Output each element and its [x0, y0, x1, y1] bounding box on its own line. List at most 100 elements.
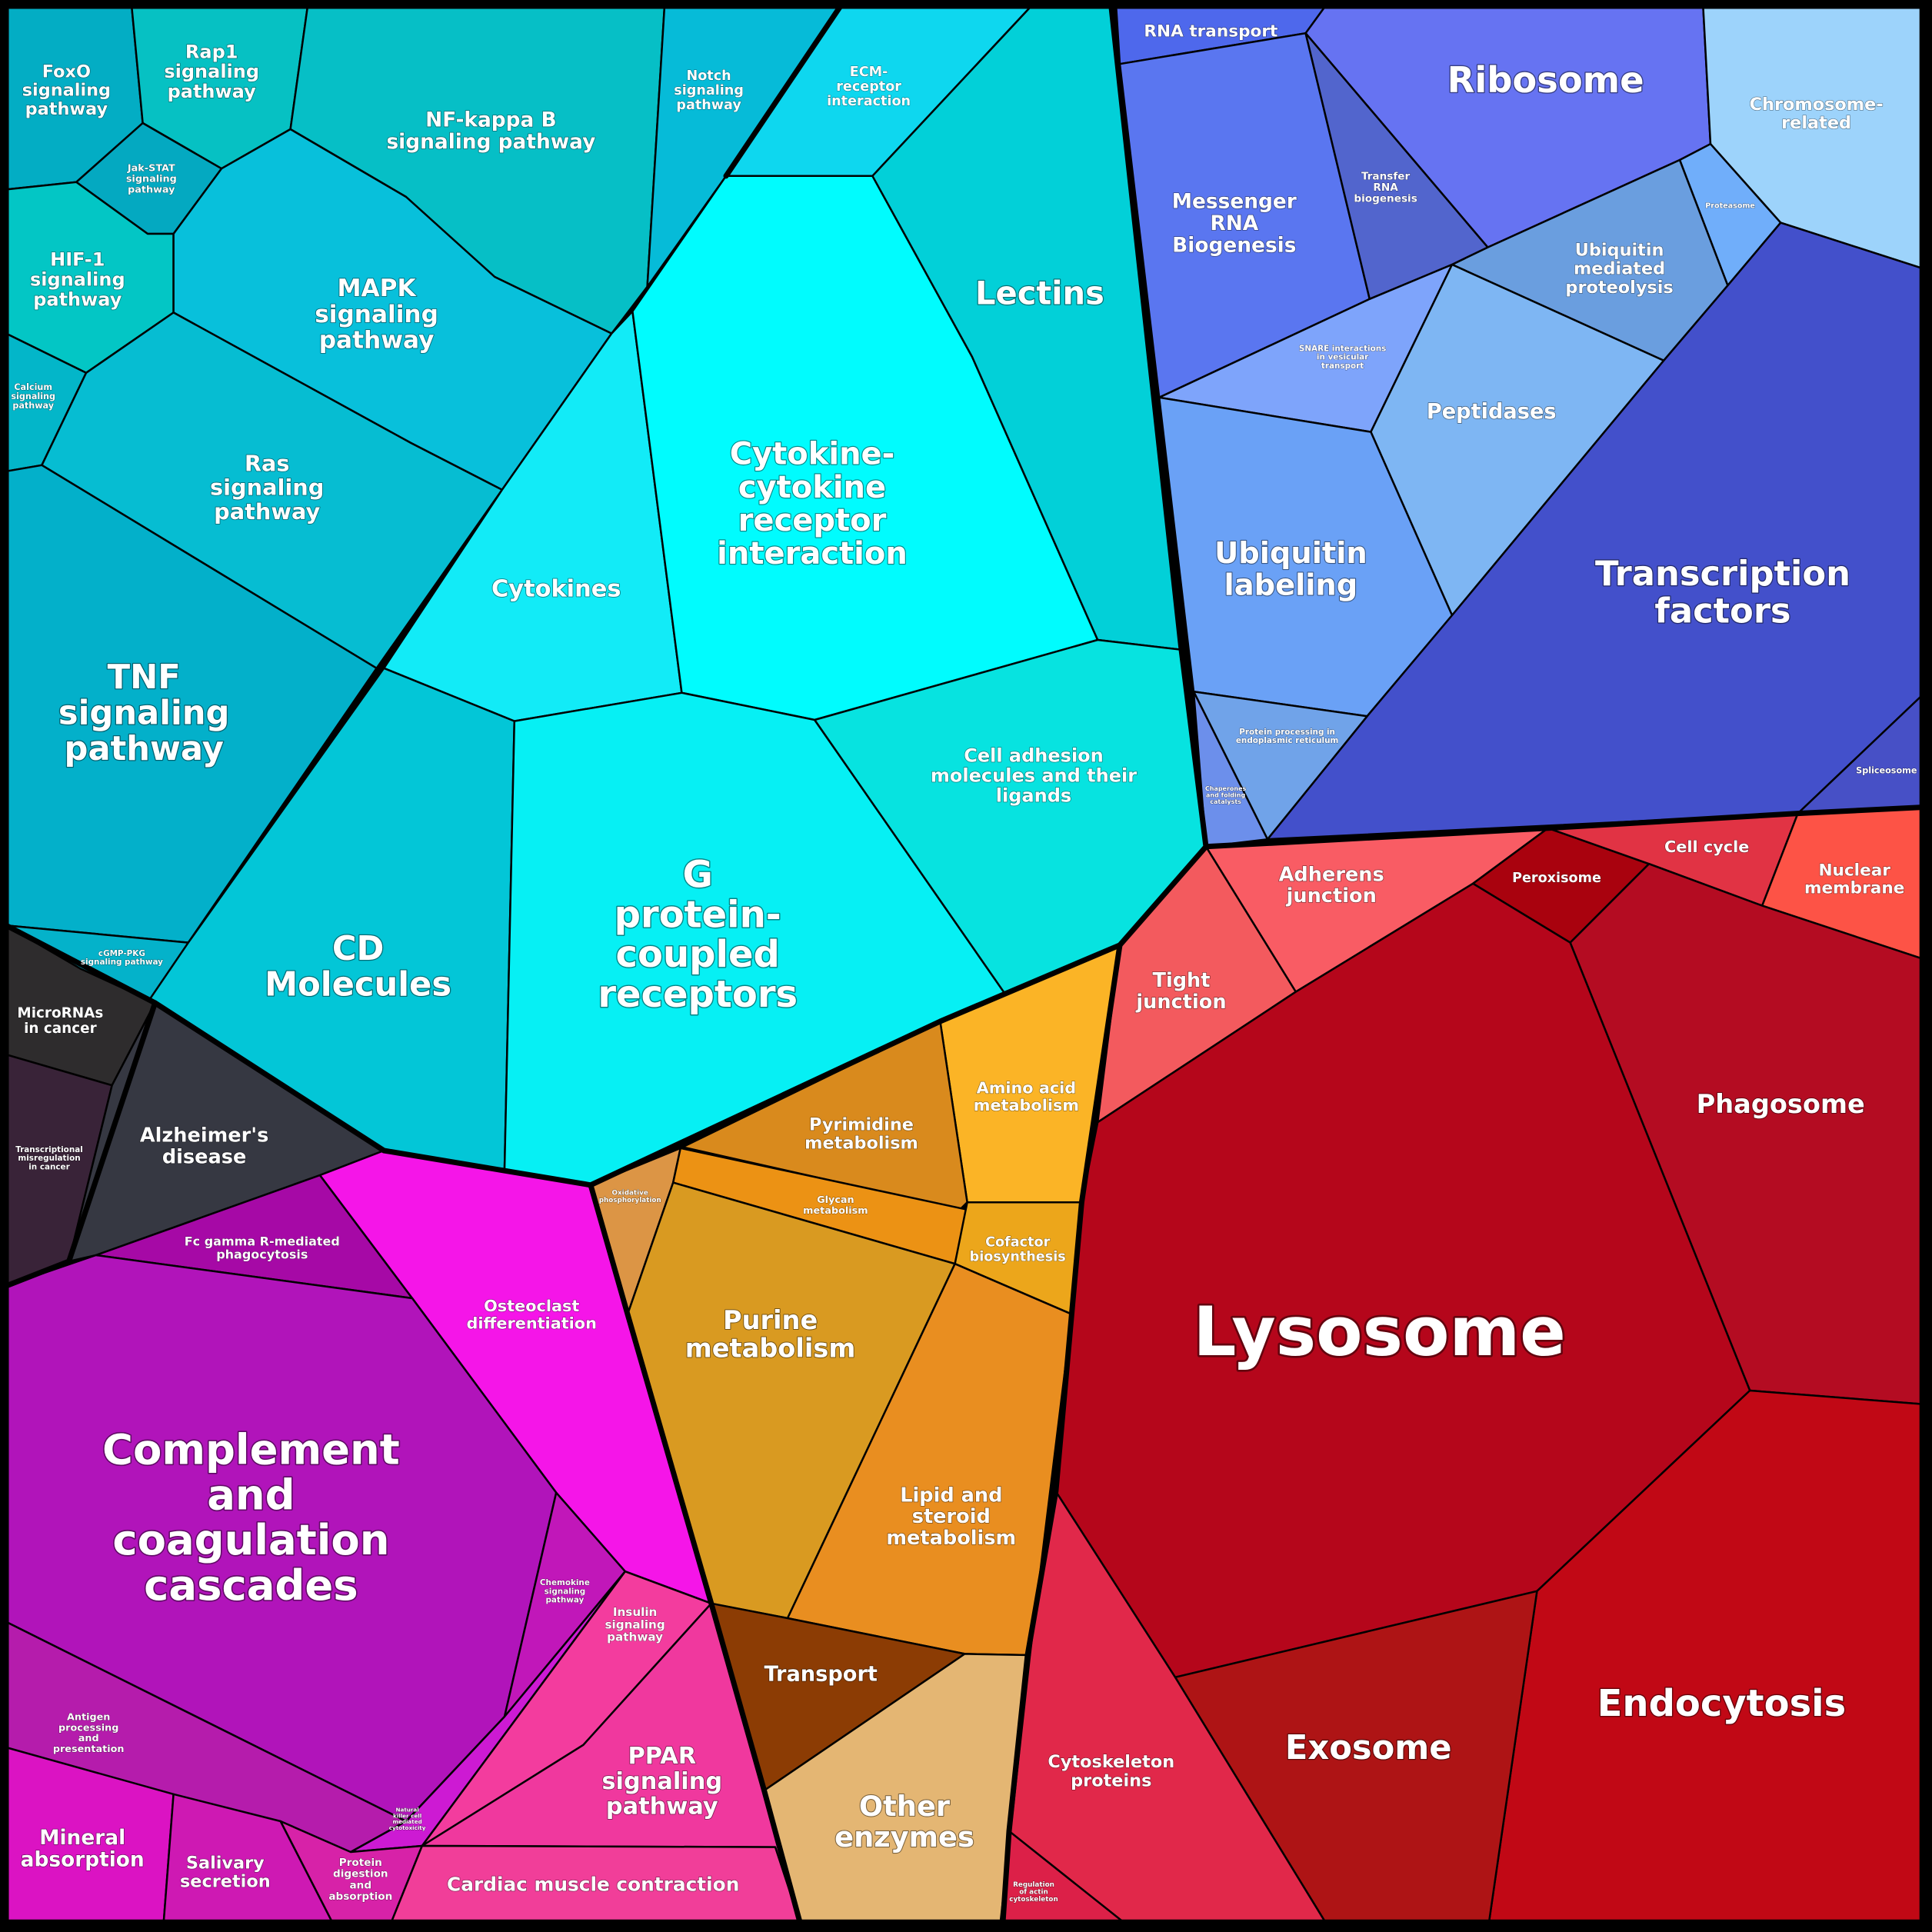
label-line: metabolism — [685, 1333, 856, 1363]
label-line: Messenger — [1172, 189, 1297, 213]
label-line: signaling — [58, 695, 230, 733]
group-borders — [3, 3, 1925, 1925]
label-line: biogenesis — [1354, 193, 1417, 205]
outer-border — [3, 3, 1925, 1925]
label-line: Regulation — [1013, 1881, 1054, 1889]
label-line: Other — [859, 1790, 951, 1823]
label-line: mediated — [392, 1818, 421, 1825]
label-line: Phagosome — [1697, 1089, 1865, 1119]
label-line: absorption — [328, 1890, 392, 1903]
label-line: Chemokine — [540, 1578, 590, 1587]
label-other_enzymes: Other enzymes — [834, 1790, 974, 1854]
label-nk_cytotoxicity: Natural killer cell mediated cytotoxicity — [389, 1807, 426, 1831]
label-line: Cytokines — [491, 575, 621, 602]
label-line: PPAR — [628, 1743, 696, 1770]
label-line: signaling — [11, 391, 55, 401]
label-line: signaling — [545, 1587, 586, 1596]
label-line: metabolism — [804, 1134, 918, 1154]
label-line: Insulin — [613, 1605, 658, 1619]
label-line: ligands — [996, 784, 1071, 806]
label-line: TNF — [108, 658, 181, 697]
label-line: disease — [162, 1145, 247, 1168]
label-ecm: ECM-receptor interaction — [827, 65, 911, 109]
label-line: of actin — [1019, 1888, 1048, 1896]
label-line: Jak-STAT — [127, 163, 175, 175]
label-chaperones: Chaperones and folding catalysts — [1205, 785, 1247, 805]
label-mrna: Messenger RNA Biogenesis — [1172, 189, 1297, 257]
label-cell_adhesion: Cell adhesion molecules and their ligands — [931, 745, 1137, 807]
label-salivary: Salivary secretion — [180, 1853, 271, 1891]
label-line: in vesicular — [1317, 353, 1369, 362]
label-line: signaling — [674, 83, 744, 98]
label-ubiquitin_labeling: Ubiquitin labeling — [1214, 536, 1367, 603]
label-line: Spliceosome — [1856, 766, 1917, 776]
label-line: cytokine — [738, 470, 886, 505]
label-line: pathway — [319, 327, 435, 355]
label-line: Protein processing in — [1239, 728, 1335, 737]
label-cofactor: Cofactor biosynthesis — [970, 1235, 1066, 1265]
label-antigen: Antigen processing and presentation — [53, 1712, 125, 1756]
label-line: steroid — [912, 1505, 991, 1528]
label-line: Cytokine- — [730, 437, 895, 472]
label-line: signaling — [601, 1768, 722, 1795]
label-line: Molecules — [265, 965, 451, 1004]
label-line: Lipid and — [900, 1484, 1002, 1507]
label-line: Endocytosis — [1597, 1682, 1847, 1725]
label-line: processing — [58, 1722, 118, 1734]
label-spliceosome: Spliceosome — [1856, 766, 1917, 776]
label-line: Transcriptional — [15, 1145, 83, 1154]
label-ubiquitin_proteolysis: Ubiquitin mediated proteolysis — [1565, 240, 1673, 297]
label-line: enzymes — [834, 1820, 974, 1854]
label-line: factors — [1654, 591, 1790, 631]
label-peroxisome: Peroxisome — [1512, 871, 1601, 886]
label-line: coupled — [616, 933, 780, 976]
label-line: pathway — [676, 98, 741, 113]
label-mineral: Mineral absorption — [21, 1826, 145, 1872]
label-line: HIF-1 — [50, 249, 105, 271]
label-line: Amino acid — [977, 1079, 1077, 1098]
label-line: related — [1781, 113, 1851, 133]
group-divider — [3, 1000, 158, 1289]
label-cytokine_receptor: Cytokine-cytokine receptor interaction — [717, 437, 908, 572]
label-line: interaction — [827, 94, 911, 109]
label-cytoskeleton: Cytoskeleton proteins — [1048, 1752, 1174, 1790]
label-line: Antigen — [67, 1712, 110, 1724]
label-line: digestion — [333, 1868, 388, 1880]
label-cell_cycle: Cell cycle — [1664, 838, 1749, 856]
label-line: cytotoxicity — [389, 1824, 426, 1831]
label-lysosome: Lysosome — [1193, 1292, 1566, 1371]
label-line: cytoskeleton — [1009, 1896, 1058, 1904]
label-line: metabolism — [886, 1527, 1016, 1550]
label-line: proteins — [1071, 1770, 1151, 1790]
label-line: Ubiquitin — [1214, 536, 1367, 571]
label-line: Transfer — [1361, 170, 1411, 182]
label-trna: Transfer RNA biogenesis — [1354, 170, 1417, 205]
label-micrornas: MicroRNAs in cancer — [17, 1005, 103, 1037]
label-purine: Purine metabolism — [685, 1305, 856, 1363]
label-cytokines: Cytokines — [491, 575, 621, 602]
label-line: Peroxisome — [1512, 871, 1601, 886]
label-oxphos: Oxidative phosphorylation — [599, 1190, 661, 1205]
label-line: pathway — [33, 289, 122, 311]
label-protein_er: Protein processing in endoplasmic reticul… — [1236, 728, 1338, 745]
label-line: signaling — [164, 61, 259, 82]
label-line: Calcium — [14, 382, 52, 392]
label-line: protein- — [615, 893, 781, 936]
label-line: pathway — [606, 1794, 718, 1820]
label-line: Purine — [723, 1305, 818, 1335]
label-fc_gamma: Fc gamma R-mediated phagocytosis — [185, 1234, 340, 1261]
label-line: Ubiquitin — [1575, 240, 1664, 260]
label-line: SNARE interactions — [1299, 344, 1386, 353]
label-rna_transport: RNA transport — [1144, 22, 1277, 42]
label-line: CD — [332, 930, 385, 968]
label-line: differentiation — [466, 1314, 596, 1332]
label-jakstat: Jak-STAT signaling pathway — [126, 163, 177, 196]
label-endocytosis: Endocytosis — [1597, 1682, 1847, 1725]
label-transcription_factors: Transcription factors — [1595, 553, 1850, 631]
label-line: Proteasome — [1705, 202, 1755, 211]
label-line: proteolysis — [1565, 278, 1673, 298]
